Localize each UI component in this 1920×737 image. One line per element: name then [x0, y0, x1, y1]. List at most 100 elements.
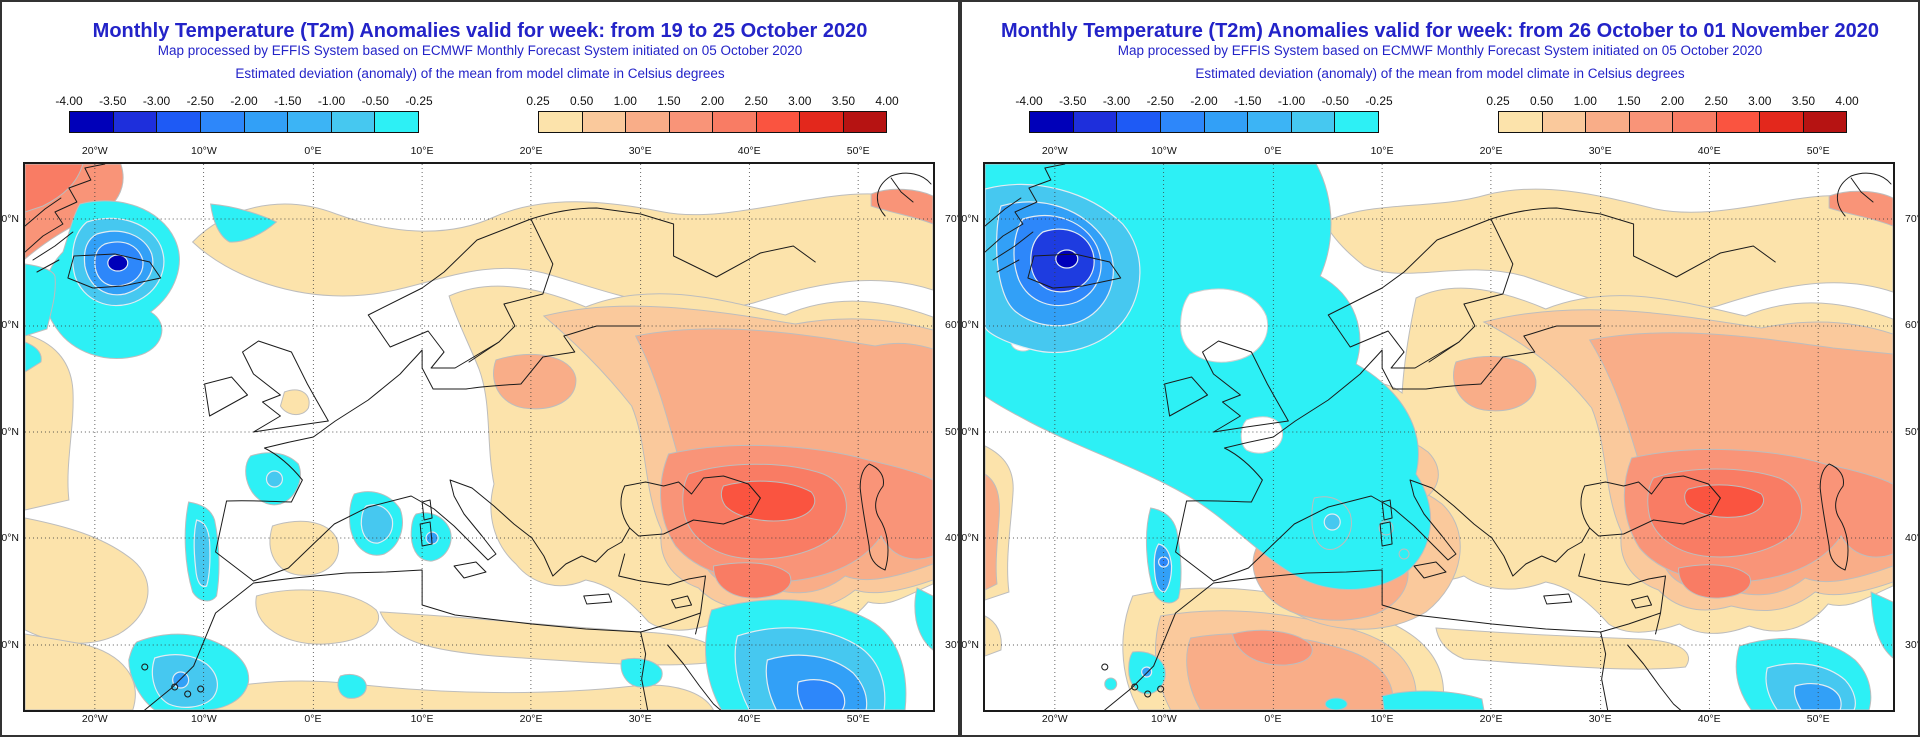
longitude-tick-label: 10°E: [1370, 713, 1394, 725]
legend-positive-anomaly: 0.25 0.50 1.00 1.50 2.00 2.50 3.00 3.50 4.00: [1486, 94, 1859, 134]
legend-color-cell: [1291, 112, 1336, 132]
legend-tick-label: 4.00: [875, 94, 899, 108]
legend-positive-labels: 0.25 0.50 1.00 1.50 2.00 2.50 3.00 3.50 4.00: [526, 94, 898, 108]
longitude-tick-label: 40°E: [737, 713, 761, 725]
latitude-tick-label: 70°N: [945, 212, 958, 225]
latitude-tick-label: 60°N: [945, 319, 958, 332]
longitude-tick-label: 50°E: [846, 713, 870, 725]
legend-color-cell: [1204, 112, 1249, 132]
longitude-labels-top: 20°W 10°W 0°E 10°E 20°E 30°E 40°E 50°E: [985, 145, 1893, 159]
longitude-tick-label: 10°W: [190, 145, 217, 157]
legend-tick-label: -1.00: [1277, 94, 1306, 108]
legend-color-cell: [1248, 112, 1292, 132]
longitude-tick-label: 20°W: [1041, 145, 1068, 157]
longitude-tick-label: 10°W: [190, 713, 217, 725]
legend-tick-label: -2.50: [186, 94, 214, 108]
latitude-tick-label: 60°N: [961, 319, 979, 332]
longitude-tick-label: 20°E: [1479, 145, 1503, 157]
legend-tick-label: 0.25: [526, 94, 550, 108]
legend-negative-labels: -4.00 -3.50 -3.00 -2.50 -2.00 -1.50 -1.00 -0.50…: [1015, 94, 1392, 108]
legend-tick-label: -1.00: [317, 94, 346, 108]
latitude-tick-label: 30°N: [961, 638, 979, 651]
anomaly-map-week2: 70°N 60°N 50°N 40°N 30°N 70°N 60°N 50°N 40°N 30°…: [962, 162, 1918, 712]
latitude-tick-label: 30°N: [1, 638, 19, 651]
longitude-tick-label: 30°E: [628, 145, 652, 157]
legend-tick-label: -3.00: [142, 94, 171, 108]
longitude-tick-label: 30°E: [628, 713, 652, 725]
legend-tick-label: 3.50: [1791, 94, 1816, 108]
longitude-tick-label: 30°E: [1588, 145, 1612, 157]
latitude-tick-label: 40°N: [1905, 532, 1918, 545]
legend-color-cell: [288, 112, 332, 132]
legend-color-cell: [244, 112, 289, 132]
legend-tick-label: 2.00: [700, 94, 725, 108]
latitude-tick-label: 60°N: [1, 319, 19, 332]
legend-tick-label: 0.25: [1486, 94, 1510, 108]
legend-tick-label: 2.50: [1704, 94, 1728, 108]
legend-color-cell: [1030, 112, 1074, 132]
longitude-tick-label: 10°E: [410, 713, 434, 725]
legend-color-cell: [1760, 112, 1804, 132]
legend-negative-anomaly: -4.00 -3.50 -3.00 -2.50 -2.00 -1.50 -1.00 -0.50…: [1015, 94, 1393, 134]
longitude-tick-label: 40°E: [1697, 145, 1721, 157]
longitude-tick-label: 50°E: [1806, 145, 1830, 157]
legend-color-cell: [669, 112, 713, 132]
map-canvas-week1: [25, 164, 933, 710]
legend-tick-label: -1.50: [1234, 94, 1262, 108]
legend-tick-label: -2.50: [1146, 94, 1174, 108]
longitude-tick-label: 0°E: [304, 145, 322, 157]
legend-tick-label: -4.00: [55, 94, 83, 108]
longitude-tick-label: 0°E: [1264, 145, 1282, 157]
legend-tick-label: 1.00: [613, 94, 637, 108]
latitude-tick-label: 50°N: [1, 425, 19, 438]
legend-tick-label: 2.00: [1660, 94, 1685, 108]
legend-color-cell: [1073, 112, 1118, 132]
longitude-labels-bottom: 20°W 10°W 0°E 10°E 20°E 30°E 40°E 50°E: [985, 713, 1893, 727]
longitude-tick-label: 0°E: [1264, 713, 1282, 725]
legend-tick-label: -0.50: [1321, 94, 1349, 108]
latitude-tick-label: 40°N: [961, 532, 979, 545]
legend-tick-label: 1.50: [1617, 94, 1641, 108]
map-canvas-week2: [985, 164, 1893, 710]
legend-color-cell: [800, 112, 844, 132]
longitude-tick-label: 20°E: [1479, 713, 1503, 725]
latitude-tick-label: 50°N: [961, 425, 979, 438]
legend-color-cell: [1629, 112, 1673, 132]
legend-tick-label: -2.00: [230, 94, 258, 108]
legend-tick-label: 1.00: [1573, 94, 1597, 108]
longitude-tick-label: 20°W: [81, 145, 108, 157]
legend-positive-labels: 0.25 0.50 1.00 1.50 2.00 2.50 3.00 3.50 4.00: [1486, 94, 1858, 108]
legend-negative-labels: -4.00 -3.50 -3.00 -2.50 -2.00 -1.50 -1.00 -0.50…: [55, 94, 432, 108]
legend-tick-label: -3.50: [99, 94, 127, 108]
latitude-tick-label: 70°N: [961, 212, 979, 225]
longitude-tick-label: 10°W: [1150, 145, 1177, 157]
panel-subtitle-source: Map processed by EFFIS System based on E…: [157, 43, 803, 58]
longitude-tick-label: 30°E: [1588, 713, 1612, 725]
legend-tick-label: 3.50: [831, 94, 856, 108]
latitude-tick-label: 70°N: [1, 212, 19, 225]
legend-color-cell: [626, 112, 670, 132]
legend-color-cell: [70, 112, 114, 132]
legend-positive-swatches: [538, 111, 887, 133]
longitude-tick-label: 20°E: [519, 713, 543, 725]
legend-color-cell: [756, 112, 800, 132]
legend-color-cell: [157, 112, 201, 132]
legend-tick-label: -3.00: [1102, 94, 1131, 108]
legend-color-cell: [1716, 112, 1760, 132]
longitude-tick-label: 20°W: [1041, 713, 1068, 725]
legend-color-cell: [539, 112, 583, 132]
legend-color-cell: [1335, 112, 1378, 132]
legend-tick-label: -1.50: [274, 94, 302, 108]
legend-negative-anomaly: -4.00 -3.50 -3.00 -2.50 -2.00 -1.50 -1.00 -0.50…: [55, 94, 433, 134]
legend-negative-swatches: [1029, 111, 1379, 133]
longitude-tick-label: 0°E: [304, 713, 322, 725]
longitude-tick-label: 10°E: [1370, 145, 1394, 157]
latitude-tick-label: 30°N: [1905, 638, 1918, 651]
forecast-panel-week1: Monthly Temperature (T2m) Anomalies vali…: [0, 0, 960, 737]
panel-subtitle-source: Map processed by EFFIS System based on E…: [1117, 43, 1763, 58]
panel-title: Monthly Temperature (T2m) Anomalies vali…: [1000, 20, 1880, 43]
legend-tick-label: -0.50: [361, 94, 389, 108]
longitude-tick-label: 10°W: [1150, 713, 1177, 725]
longitude-tick-label: 50°E: [846, 145, 870, 157]
